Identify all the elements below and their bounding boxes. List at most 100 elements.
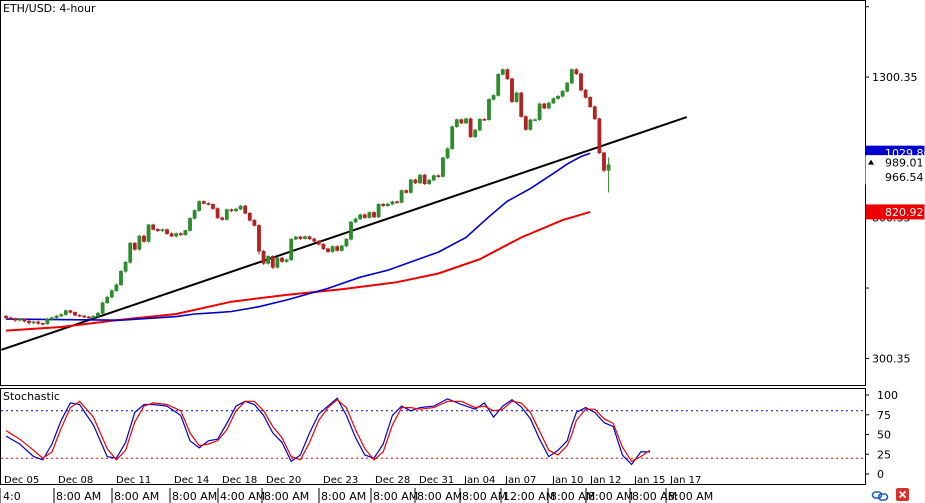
candle	[137, 234, 142, 251]
x-date-label: Dec 18	[222, 475, 257, 486]
candle	[592, 105, 597, 120]
candle	[385, 202, 390, 207]
candle	[280, 256, 284, 263]
price-label: 820.92	[865, 204, 925, 220]
candle	[220, 216, 225, 221]
candle	[128, 242, 133, 264]
candle	[261, 249, 266, 265]
trendline	[1, 116, 688, 351]
candle	[165, 228, 169, 235]
x-date-label: Jan 15	[633, 475, 665, 486]
candle	[496, 73, 501, 97]
stochastic-line	[5, 398, 651, 463]
candlesticks	[4, 68, 611, 326]
candle	[298, 235, 303, 240]
candle	[146, 223, 151, 243]
candle	[132, 242, 137, 251]
candle	[229, 208, 234, 213]
candle	[523, 115, 528, 131]
candle	[418, 173, 422, 185]
candle	[82, 314, 87, 318]
candle	[31, 320, 36, 325]
x-time-label: 8:00 AM	[588, 490, 633, 503]
candle	[514, 91, 519, 103]
candle	[579, 72, 583, 92]
candle	[284, 258, 289, 263]
candle	[339, 244, 344, 252]
close-icon[interactable]	[896, 488, 909, 501]
svg-text:966.54: 966.54	[885, 171, 924, 184]
candle	[316, 240, 321, 246]
candle	[142, 234, 146, 243]
candle	[289, 238, 294, 261]
x-date-label: Dec 05	[4, 475, 39, 486]
candle	[372, 211, 376, 219]
candle	[155, 228, 160, 232]
candle	[358, 213, 363, 221]
candle	[201, 200, 206, 205]
candle	[606, 157, 611, 193]
candle	[367, 211, 372, 219]
candle	[565, 81, 570, 93]
candle	[395, 200, 399, 204]
candle	[510, 77, 514, 103]
candle	[404, 189, 409, 194]
candle	[303, 235, 307, 240]
candle	[450, 125, 455, 150]
x-time-label: 4:0	[3, 490, 21, 503]
candle	[105, 295, 110, 304]
x-time-label: 8:00 AM	[264, 490, 309, 503]
candle	[464, 117, 468, 125]
candle	[234, 207, 238, 213]
x-time-label: 8:00 AM	[114, 490, 159, 503]
x-date-label: Dec 31	[419, 475, 454, 486]
candle	[500, 68, 505, 76]
candle	[477, 118, 482, 132]
x-date-label: Dec 11	[116, 475, 151, 486]
candle	[533, 118, 537, 122]
candle	[362, 213, 367, 219]
candle	[519, 91, 524, 118]
x-time-label: 8:00 AM	[321, 490, 366, 503]
candle	[178, 232, 183, 236]
x-time-label: 8:00 AM	[462, 490, 507, 503]
candle	[390, 200, 395, 206]
candle	[491, 94, 496, 101]
candle	[427, 178, 432, 185]
candle	[482, 118, 487, 121]
stochastic-line	[5, 397, 650, 466]
candle	[59, 313, 64, 318]
fast-ma-line	[5, 152, 591, 322]
candle	[224, 208, 229, 221]
candle	[399, 189, 404, 204]
candle	[63, 309, 68, 316]
x-date-label: Jan 04	[463, 475, 495, 486]
candle	[459, 118, 464, 125]
stochastic-levels	[1, 410, 865, 459]
candle	[597, 117, 602, 154]
candle	[270, 255, 275, 270]
candle	[505, 68, 510, 80]
candle	[86, 316, 91, 319]
link-icon[interactable]	[871, 491, 889, 501]
candle	[431, 174, 436, 182]
candle	[376, 203, 381, 219]
candle	[54, 314, 59, 319]
candle	[91, 315, 96, 319]
candle	[119, 270, 123, 286]
candle	[238, 204, 243, 211]
candle	[349, 220, 353, 241]
candle	[243, 204, 248, 215]
candle	[40, 322, 45, 326]
candle	[487, 98, 491, 121]
x-date-label: Dec 14	[174, 475, 209, 486]
x-time-label: 4:00 AM	[220, 490, 265, 503]
x-axis: Dec 05 4:0 Dec 08 8:00 AM Dec 11 8:00 AM Dec 1…	[0, 475, 713, 503]
candle	[307, 235, 312, 241]
candle	[408, 178, 413, 194]
stochastic-tick-label: 75	[877, 409, 891, 422]
x-date-label: Dec 23	[323, 475, 358, 486]
candle	[27, 320, 31, 325]
